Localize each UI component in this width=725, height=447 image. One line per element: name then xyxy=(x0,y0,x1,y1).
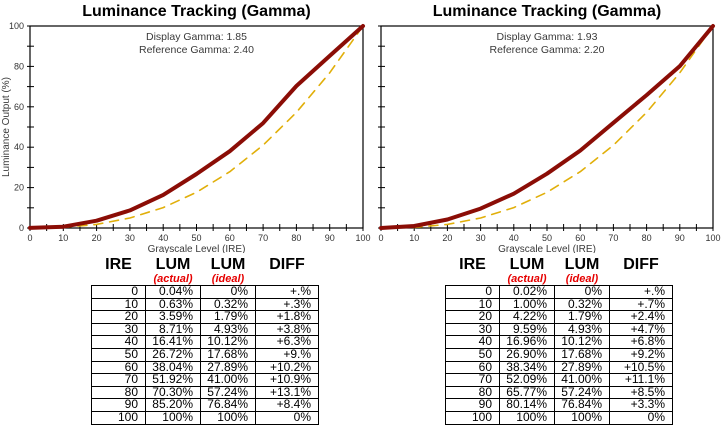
table-row: 0 0.04% 0% +.% xyxy=(91,285,319,299)
table-row: 60 38.04% 27.89% +10.2% xyxy=(91,360,319,375)
gamma-chart-left: Luminance Tracking (Gamma) Display Gamma:… xyxy=(1,3,371,253)
actual-curve xyxy=(28,24,365,230)
cell-diff: +8.4% xyxy=(255,398,319,412)
table-row: 30 9.59% 4.93% +4.7% xyxy=(445,322,673,337)
x-tick-label: 80 xyxy=(642,233,652,243)
gamma-chart-right: Luminance Tracking (Gamma) Display Gamma:… xyxy=(378,3,721,253)
actual-curve xyxy=(379,24,715,230)
table-row: 20 3.59% 1.79% +1.8% xyxy=(91,310,319,324)
gamma-annotation: Display Gamma: 1.93 xyxy=(497,31,598,43)
cell-lum-ideal: 100% xyxy=(200,410,256,425)
x-tick-label: 50 xyxy=(191,233,201,243)
table-row: 70 51.92% 41.00% +10.9% xyxy=(91,373,319,387)
x-tick-label: 40 xyxy=(158,233,168,243)
col-header-ire: IRE xyxy=(105,256,132,273)
cell-ire: 100 xyxy=(91,410,146,425)
table-row: 20 4.22% 1.79% +2.4% xyxy=(445,310,673,324)
y-tick-label: 100 xyxy=(9,21,24,31)
x-tick-label: 70 xyxy=(258,233,268,243)
x-tick-label: 30 xyxy=(125,233,135,243)
subheader-ideal: (ideal) xyxy=(211,272,245,285)
col-header-lum-ideal: LUM xyxy=(210,256,246,273)
cell-lum-actual: 100% xyxy=(499,410,555,425)
cell-diff: 0% xyxy=(255,410,319,425)
plot-border xyxy=(380,25,714,229)
col-header-ire: IRE xyxy=(459,256,486,273)
cell-lum-actual: 100% xyxy=(145,410,201,425)
x-tick-label: 40 xyxy=(509,233,519,243)
cell-diff: +3.3% xyxy=(609,398,673,412)
col-header-lum-actual: LUM xyxy=(509,256,545,273)
y-tick-label: 40 xyxy=(14,142,24,152)
y-tick-label: 60 xyxy=(14,102,24,112)
x-tick-label: 10 xyxy=(58,233,68,243)
lum-table-right: IRE LUM LUM DIFF (actual) (ideal) 0 0.02%… xyxy=(445,256,674,425)
x-tick-label: 80 xyxy=(291,233,301,243)
x-tick-label: 30 xyxy=(476,233,486,243)
table-header: IRE LUM LUM DIFF (actual) (ideal) xyxy=(92,256,319,286)
gamma-annotation: Reference Gamma: 2.20 xyxy=(490,44,605,56)
gamma-annotation: Display Gamma: 1.85 xyxy=(146,31,247,43)
col-header-lum-actual: LUM xyxy=(155,256,191,273)
table-header: IRE LUM LUM DIFF (actual) (ideal) xyxy=(446,256,673,286)
table-row: 100 100% 100% 0% xyxy=(91,410,319,425)
subheader-actual: (actual) xyxy=(153,272,193,285)
x-tick-label: 10 xyxy=(409,233,419,243)
x-axis-title: Grayscale Level (IRE) xyxy=(148,244,246,253)
x-tick-label: 20 xyxy=(92,233,102,243)
subheader-actual: (actual) xyxy=(507,272,547,285)
cell-diff: 0% xyxy=(609,410,673,425)
table-row: 10 1.00% 0.32% +.7% xyxy=(445,297,673,312)
table-row: 60 38.34% 27.89% +10.5% xyxy=(445,360,673,375)
table-row: 10 0.63% 0.32% +.3% xyxy=(91,297,319,312)
x-tick-label: 100 xyxy=(705,233,720,243)
x-axis-title: Grayscale Level (IRE) xyxy=(498,244,596,253)
table-row: 90 85.20% 76.84% +8.4% xyxy=(91,398,319,412)
x-tick-label: 0 xyxy=(378,233,383,243)
ideal-curve xyxy=(380,25,714,229)
table-row: 40 16.41% 10.12% +6.3% xyxy=(91,335,319,349)
lum-table: IRE LUM LUM DIFF (actual) (ideal) 0 0.02%… xyxy=(445,256,673,425)
subheader-ideal: (ideal) xyxy=(565,272,599,285)
y-axis-title: Luminance Output (%) xyxy=(1,77,12,177)
col-header-diff: DIFF xyxy=(269,256,305,273)
table-row: 100 100% 100% 0% xyxy=(445,410,673,425)
chart-title: Luminance Tracking (Gamma) xyxy=(433,3,662,20)
col-header-diff: DIFF xyxy=(623,256,659,273)
x-tick-label: 90 xyxy=(325,233,335,243)
chart-title: Luminance Tracking (Gamma) xyxy=(82,3,311,20)
cell-ire: 100 xyxy=(445,410,500,425)
y-tick-label: 20 xyxy=(14,183,24,193)
plot-border xyxy=(29,25,364,229)
y-tick-label: 0 xyxy=(19,223,24,233)
x-tick-label: 70 xyxy=(608,233,618,243)
y-tick-label: 80 xyxy=(14,61,24,71)
x-tick-label: 20 xyxy=(442,233,452,243)
x-tick-label: 50 xyxy=(542,233,552,243)
table-row: 90 80.14% 76.84% +3.3% xyxy=(445,398,673,412)
ideal-curve xyxy=(29,25,364,229)
x-tick-label: 60 xyxy=(225,233,235,243)
x-tick-label: 100 xyxy=(355,233,370,243)
x-tick-label: 60 xyxy=(575,233,585,243)
cell-diff: +10.2% xyxy=(255,360,319,375)
gamma-annotation: Reference Gamma: 2.40 xyxy=(139,44,254,56)
table-row: 80 65.77% 57.24% +8.5% xyxy=(445,385,673,400)
col-header-lum-ideal: LUM xyxy=(564,256,600,273)
cell-diff: +3.8% xyxy=(255,322,319,337)
table-body: 0 0.02% 0% +.% 10 1.00% 0.32% +.7% 20 4.22% 1.79% +… xyxy=(445,285,673,425)
cell-lum-ideal: 100% xyxy=(554,410,610,425)
lum-table-left: IRE LUM LUM DIFF (actual) (ideal) 0 0.04%… xyxy=(91,256,320,425)
table-body: 0 0.04% 0% +.% 10 0.63% 0.32% +.3% 20 3.59% 1.79% +… xyxy=(91,285,319,425)
x-tick-label: 90 xyxy=(675,233,685,243)
lum-table: IRE LUM LUM DIFF (actual) (ideal) 0 0.04%… xyxy=(91,256,319,425)
x-tick-label: 0 xyxy=(27,233,32,243)
